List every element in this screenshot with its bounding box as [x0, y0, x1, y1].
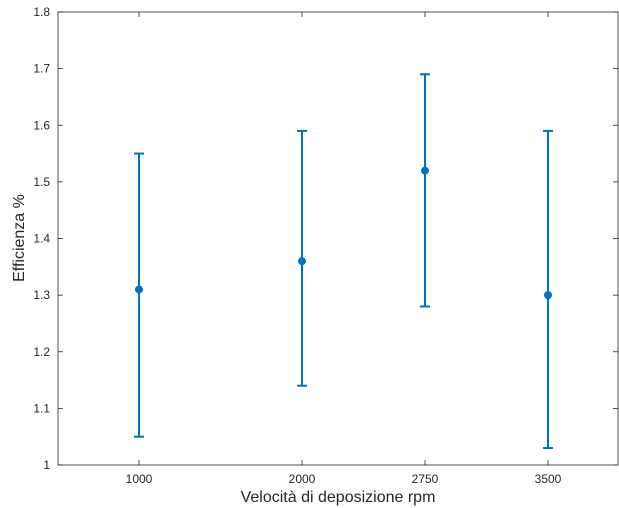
- y-tick-label: 1: [43, 458, 50, 472]
- y-tick-label: 1.4: [33, 232, 50, 246]
- y-axis: 1 1.1 1.2 1.3 1.4 1.5 1.6 1.7 1.8: [33, 5, 618, 472]
- x-tick-label: 2750: [412, 472, 439, 486]
- x-axis-label: Velocità di deposizione rpm: [241, 489, 436, 506]
- data-marks: [134, 73, 553, 450]
- data-point: [298, 257, 306, 266]
- y-tick-label: 1.1: [33, 401, 50, 415]
- plot-area: [57, 11, 619, 466]
- y-tick-label: 1.2: [33, 345, 50, 359]
- y-axis-label: Efficienza %: [11, 194, 28, 282]
- y-tick-label: 1.5: [33, 175, 50, 189]
- y-tick-label: 1.3: [33, 288, 50, 302]
- data-point: [544, 291, 552, 300]
- x-tick-label: 2000: [289, 472, 316, 486]
- y-tick-label: 1.6: [33, 118, 50, 132]
- x-tick-label: 3500: [535, 472, 562, 486]
- data-point: [135, 285, 143, 294]
- x-axis: 1000 2000 2750 3500: [126, 12, 562, 486]
- y-tick-label: 1.7: [33, 62, 50, 76]
- x-tick-label: 1000: [126, 472, 153, 486]
- data-point: [421, 166, 429, 175]
- y-tick-label: 1.8: [33, 5, 50, 19]
